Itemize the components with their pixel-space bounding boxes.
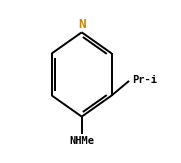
Text: N: N <box>78 18 85 31</box>
Text: Pr-i: Pr-i <box>132 75 157 85</box>
Text: NHMe: NHMe <box>69 136 94 146</box>
